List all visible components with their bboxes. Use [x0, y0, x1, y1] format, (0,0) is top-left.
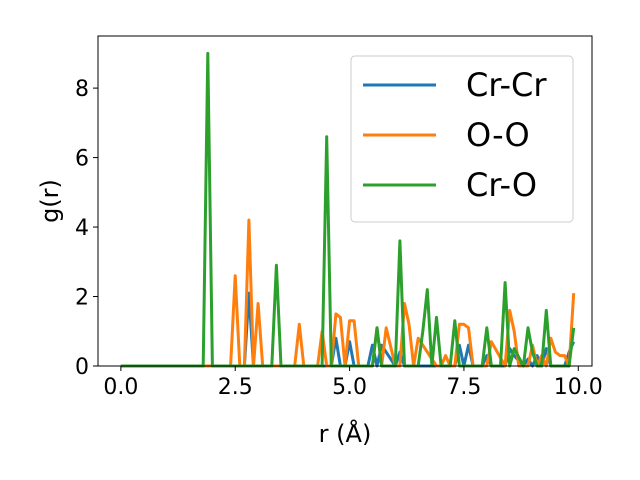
- y-tick-label: 8: [75, 77, 89, 102]
- legend-label-cr-cr: Cr-Cr: [466, 66, 547, 104]
- x-tick-label: 0.0: [103, 375, 138, 400]
- x-tick-label: 2.5: [218, 375, 253, 400]
- y-tick-label: 6: [75, 147, 89, 172]
- legend-label-o-o: O-O: [466, 116, 530, 154]
- y-tick-label: 0: [75, 355, 89, 380]
- y-tick-label: 4: [75, 216, 89, 241]
- legend-label-cr-o: Cr-O: [466, 166, 537, 204]
- y-tick-label: 2: [75, 286, 89, 311]
- y-axis-label: g(r): [36, 179, 64, 223]
- x-axis-label: r (Å): [319, 419, 372, 448]
- axes-layer: 0.0 2.5 5.0 7.5 10.0 0 2 4 6 8: [75, 77, 603, 400]
- x-tick-label: 7.5: [446, 375, 481, 400]
- plot-frame: [97, 35, 593, 367]
- x-tick-label: 5.0: [332, 375, 367, 400]
- series-line-o-o: [120, 218, 576, 368]
- legend-frame: [350, 55, 574, 223]
- legend: Cr-Cr O-O Cr-O: [350, 55, 574, 223]
- x-tick-label: 10.0: [554, 375, 603, 400]
